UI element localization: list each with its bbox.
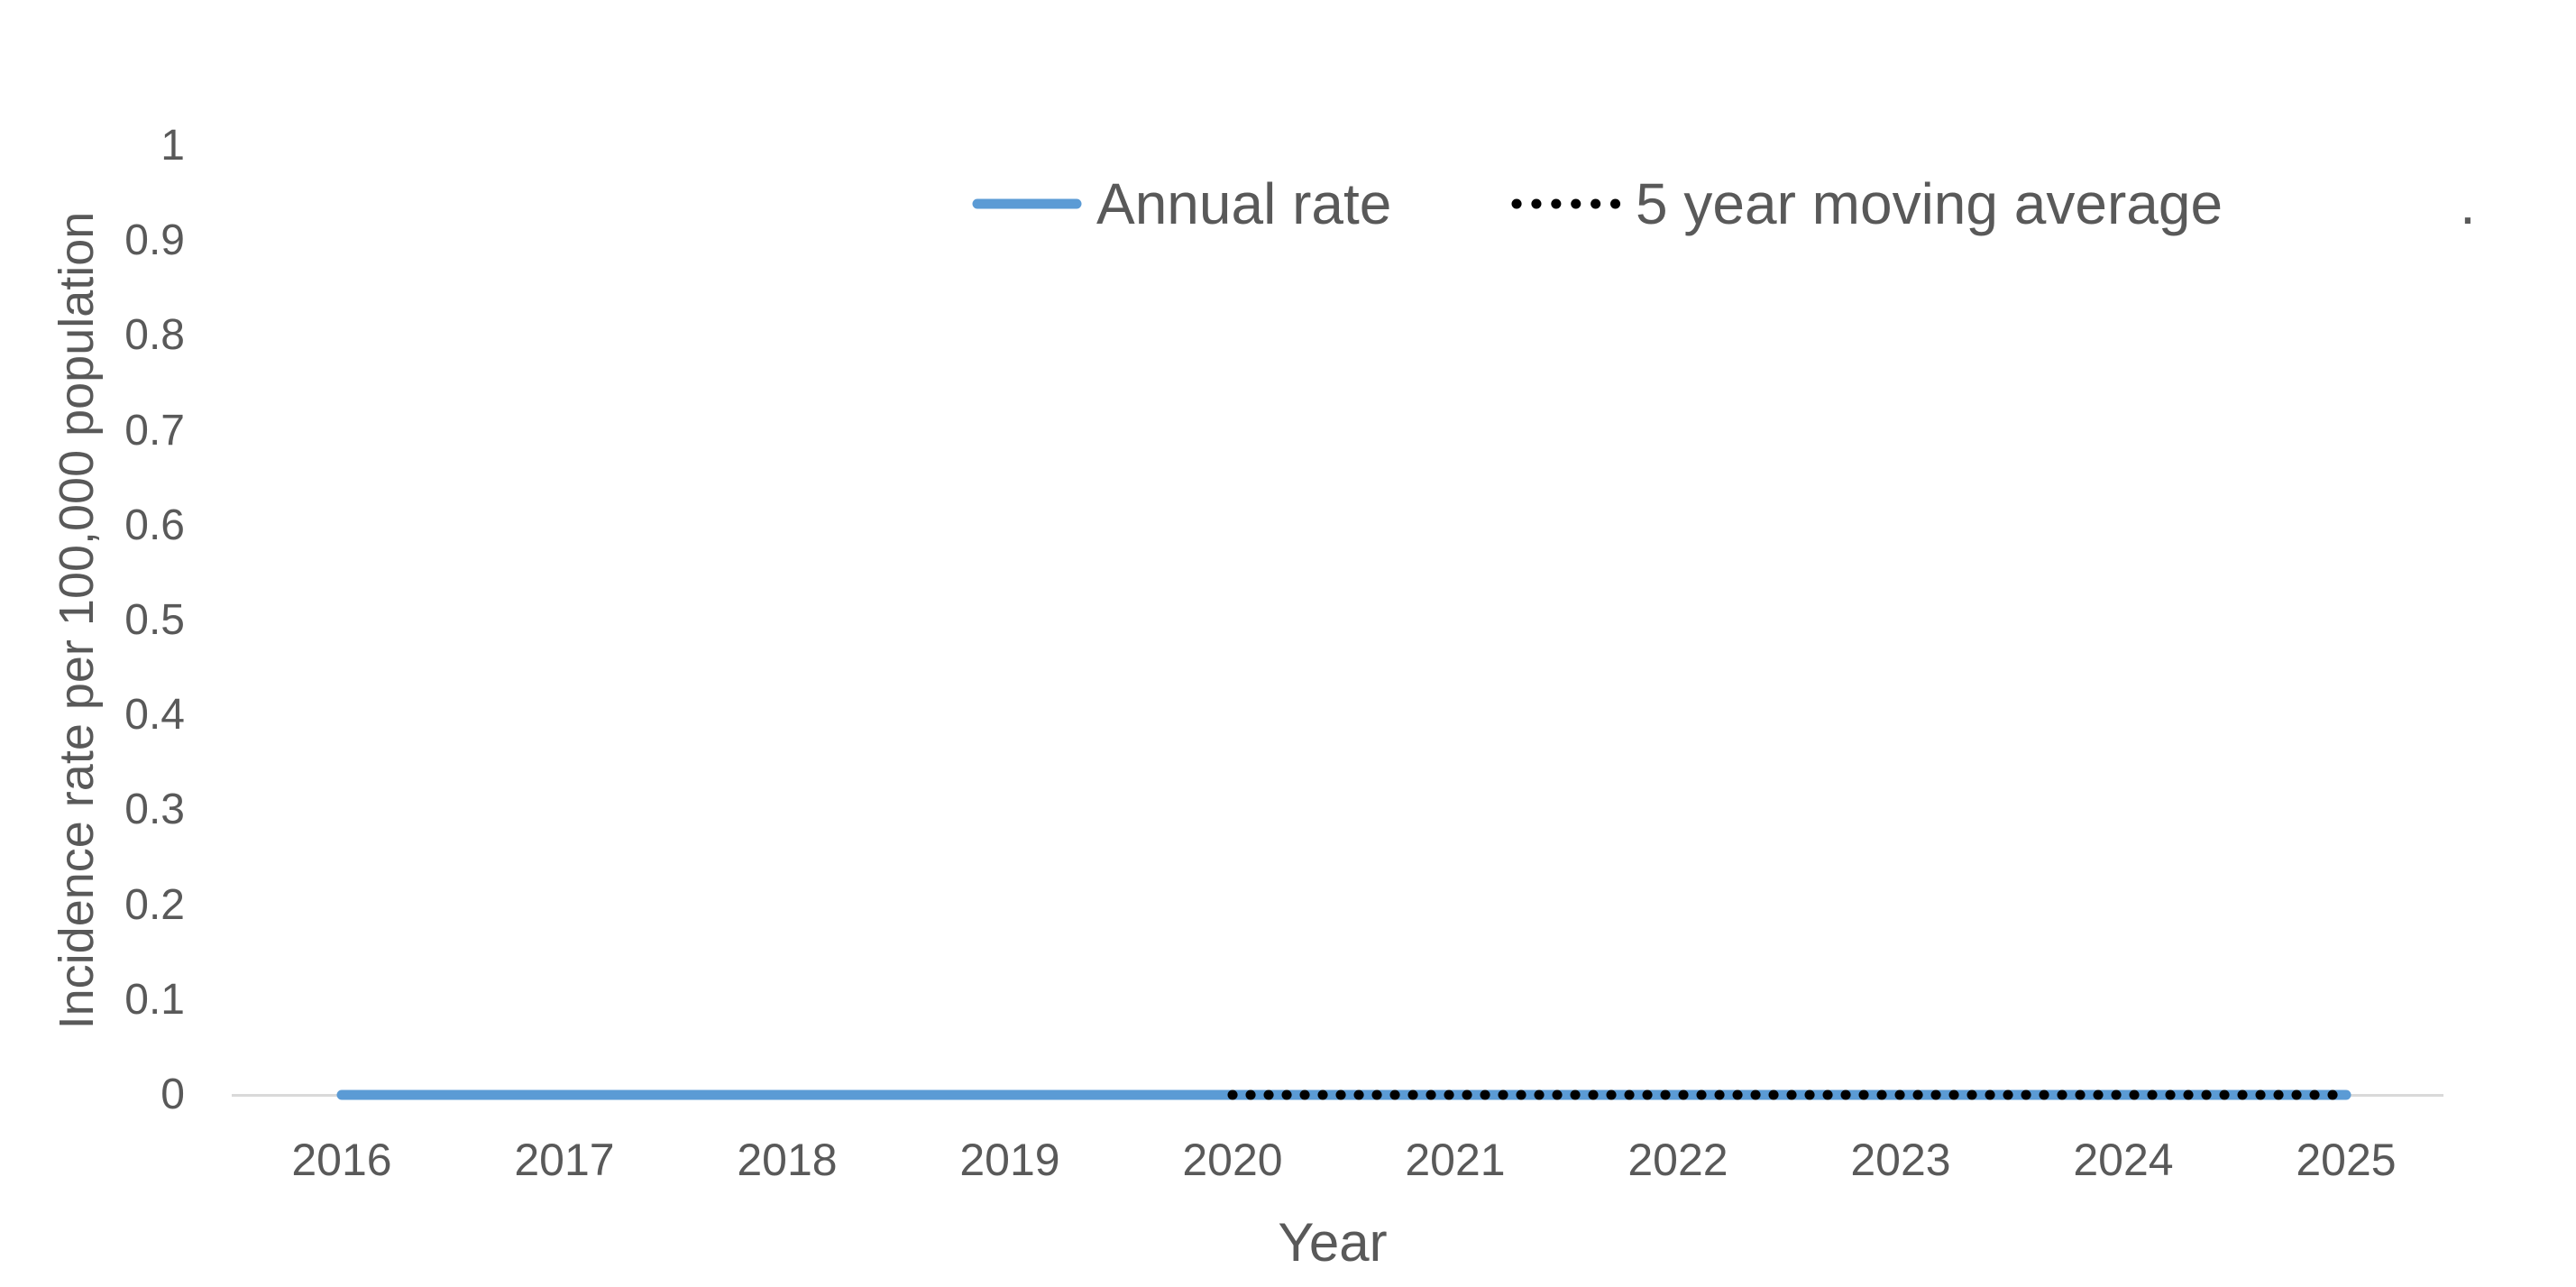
x-tick-label: 2018 xyxy=(737,1135,838,1185)
legend-item-moving-average: 5 year moving average xyxy=(1511,171,2223,236)
legend-swatch-dotted-line-icon xyxy=(1511,198,1621,209)
x-tick-label: 2017 xyxy=(514,1135,615,1185)
y-tick-label: 1 xyxy=(160,122,185,170)
x-tick-label: 2019 xyxy=(959,1135,1060,1185)
y-tick-label: 0.2 xyxy=(124,880,185,929)
x-tick-label: 2020 xyxy=(1182,1135,1283,1185)
legend-stray-period: . xyxy=(2460,171,2476,236)
y-tick-label: 0.8 xyxy=(124,311,185,360)
legend-item-annual-rate: Annual rate xyxy=(972,171,1391,236)
y-tick-label: 0 xyxy=(160,1071,185,1118)
x-tick-label: 2025 xyxy=(2296,1135,2397,1185)
y-tick-label: 0.7 xyxy=(124,406,185,455)
y-tick-label: 0.4 xyxy=(124,691,185,740)
y-tick-label: 0.3 xyxy=(124,786,185,834)
legend-label-moving-average: 5 year moving average xyxy=(1636,171,2223,236)
x-axis-title: Year xyxy=(1278,1212,1388,1273)
y-tick-label: 0.5 xyxy=(124,596,185,644)
x-tick-label: 2021 xyxy=(1405,1135,1506,1185)
y-tick-label: 0.9 xyxy=(124,216,185,265)
legend-swatch-solid-line-icon xyxy=(972,198,1082,209)
y-tick-label: 0.6 xyxy=(124,501,185,549)
x-tick-label: 2023 xyxy=(1850,1135,1951,1185)
legend-label-annual-rate: Annual rate xyxy=(1096,171,1392,236)
x-tick-label: 2016 xyxy=(291,1135,392,1185)
x-tick-label: 2024 xyxy=(2073,1135,2174,1185)
x-tick-label: 2022 xyxy=(1627,1135,1728,1185)
y-tick-label: 0.1 xyxy=(124,975,185,1024)
